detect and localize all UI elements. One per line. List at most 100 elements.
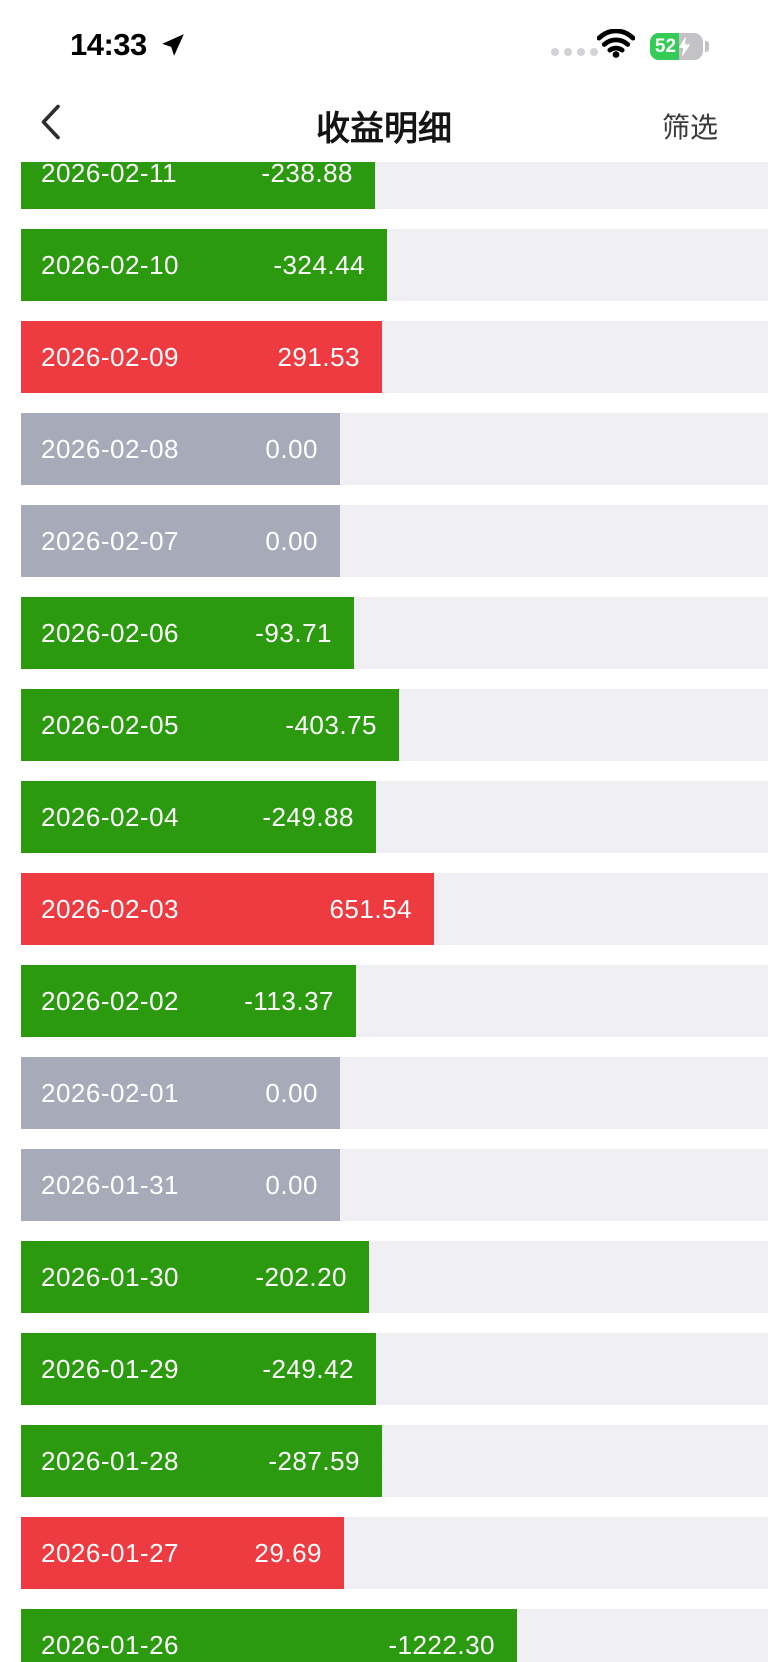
battery-icon: 52 <box>650 33 703 60</box>
bar-track: 2026-01-31 0.00 <box>21 1149 768 1221</box>
charging-bolt-icon <box>677 36 692 60</box>
row-date: 2026-02-10 <box>41 249 179 280</box>
row-date: 2026-02-04 <box>41 801 179 832</box>
page-title: 收益明细 <box>316 110 452 148</box>
wifi-icon <box>596 28 636 63</box>
row-value: -1222.30 <box>388 1629 495 1660</box>
bar-track: 2026-02-10 -324.44 <box>21 229 768 301</box>
row-date: 2026-02-06 <box>41 617 179 648</box>
row-value: 291.53 <box>277 341 360 372</box>
bar-track: 2026-02-02 -113.37 <box>21 965 768 1037</box>
row-date: 2026-01-28 <box>41 1445 179 1476</box>
profit-row[interactable]: 2026-02-03 651.54 <box>21 873 768 945</box>
battery-percent: 52 <box>654 36 677 57</box>
row-date: 2026-01-30 <box>41 1261 179 1292</box>
bar: 2026-01-31 0.00 <box>21 1149 340 1221</box>
profit-row[interactable]: 2026-01-27 29.69 <box>21 1517 768 1589</box>
profit-row[interactable]: 2026-02-10 -324.44 <box>21 229 768 301</box>
battery-fill <box>650 33 679 60</box>
row-value: 0.00 <box>265 433 318 464</box>
bar: 2026-02-05 -403.75 <box>21 689 399 761</box>
profit-row[interactable]: 2026-02-11 -238.88 <box>21 162 768 209</box>
profit-row[interactable]: 2026-02-05 -403.75 <box>21 689 768 761</box>
row-value: -249.88 <box>262 801 354 832</box>
row-value: 651.54 <box>329 893 412 924</box>
cellular-dots-icon <box>551 48 598 56</box>
row-value: -287.59 <box>268 1445 360 1476</box>
row-value: -202.20 <box>255 1261 347 1292</box>
profit-row[interactable]: 2026-02-06 -93.71 <box>21 597 768 669</box>
row-value: -324.44 <box>273 249 365 280</box>
bar: 2026-02-03 651.54 <box>21 873 434 945</box>
row-date: 2026-02-07 <box>41 525 179 556</box>
location-arrow-icon <box>160 32 186 63</box>
profit-row[interactable]: 2026-01-26 -1222.30 <box>21 1609 768 1662</box>
bar: 2026-01-27 29.69 <box>21 1517 344 1589</box>
row-date: 2026-01-26 <box>41 1629 179 1660</box>
profit-row[interactable]: 2026-01-30 -202.20 <box>21 1241 768 1313</box>
profit-row[interactable]: 2026-01-31 0.00 <box>21 1149 768 1221</box>
row-value: 0.00 <box>265 1077 318 1108</box>
status-time: 14:33 <box>70 27 147 62</box>
row-date: 2026-02-08 <box>41 433 179 464</box>
row-date: 2026-01-27 <box>41 1537 179 1568</box>
bar-track: 2026-01-29 -249.42 <box>21 1333 768 1405</box>
profit-row[interactable]: 2026-02-09 291.53 <box>21 321 768 393</box>
header: 14:33 52 收益明细 筛选 <box>0 0 768 162</box>
bar: 2026-02-11 -238.88 <box>21 162 375 209</box>
bar: 2026-02-06 -93.71 <box>21 597 354 669</box>
row-value: -93.71 <box>255 617 332 648</box>
bar-track: 2026-02-04 -249.88 <box>21 781 768 853</box>
profit-row[interactable]: 2026-02-02 -113.37 <box>21 965 768 1037</box>
profit-row[interactable]: 2026-01-28 -287.59 <box>21 1425 768 1497</box>
row-value: -113.37 <box>244 985 334 1016</box>
chevron-left-icon <box>41 104 60 140</box>
bar: 2026-01-29 -249.42 <box>21 1333 376 1405</box>
bar: 2026-02-09 291.53 <box>21 321 382 393</box>
profit-row[interactable]: 2026-01-29 -249.42 <box>21 1333 768 1405</box>
profit-row[interactable]: 2026-02-04 -249.88 <box>21 781 768 853</box>
row-value: -249.42 <box>262 1353 354 1384</box>
bar: 2026-02-10 -324.44 <box>21 229 387 301</box>
bar-track: 2026-02-03 651.54 <box>21 873 768 945</box>
bar-track: 2026-02-07 0.00 <box>21 505 768 577</box>
filter-button[interactable]: 筛选 <box>661 112 718 143</box>
bar-track: 2026-01-27 29.69 <box>21 1517 768 1589</box>
row-date: 2026-02-01 <box>41 1077 179 1108</box>
profit-row[interactable]: 2026-02-08 0.00 <box>21 413 768 485</box>
bar: 2026-02-01 0.00 <box>21 1057 340 1129</box>
battery-tip <box>705 41 709 52</box>
profit-row[interactable]: 2026-02-07 0.00 <box>21 505 768 577</box>
row-date: 2026-02-11 <box>41 162 178 188</box>
row-date: 2026-02-05 <box>41 709 179 740</box>
bar: 2026-02-08 0.00 <box>21 413 340 485</box>
row-date: 2026-01-31 <box>41 1169 179 1200</box>
bar: 2026-02-07 0.00 <box>21 505 340 577</box>
row-date: 2026-02-03 <box>41 893 179 924</box>
row-date: 2026-02-02 <box>41 985 179 1016</box>
bar-track: 2026-01-28 -287.59 <box>21 1425 768 1497</box>
row-value: -238.88 <box>261 162 353 188</box>
bar-track: 2026-02-01 0.00 <box>21 1057 768 1129</box>
bar: 2026-01-26 -1222.30 <box>21 1609 517 1662</box>
row-value: 29.69 <box>254 1537 322 1568</box>
row-value: 0.00 <box>265 525 318 556</box>
profit-list-inner: 2026-02-11 -238.88 2026-02-10 -324.44 20… <box>0 162 768 1662</box>
bar-track: 2026-02-09 291.53 <box>21 321 768 393</box>
profit-row[interactable]: 2026-02-01 0.00 <box>21 1057 768 1129</box>
bar: 2026-01-28 -287.59 <box>21 1425 382 1497</box>
back-button[interactable] <box>30 98 70 146</box>
row-value: -403.75 <box>285 709 377 740</box>
bar-track: 2026-02-06 -93.71 <box>21 597 768 669</box>
bar-track: 2026-01-26 -1222.30 <box>21 1609 768 1662</box>
bar: 2026-02-02 -113.37 <box>21 965 356 1037</box>
profit-list[interactable]: 2026-02-11 -238.88 2026-02-10 -324.44 20… <box>0 162 768 1662</box>
row-value: 0.00 <box>265 1169 318 1200</box>
bar-track: 2026-01-30 -202.20 <box>21 1241 768 1313</box>
bar-track: 2026-02-08 0.00 <box>21 413 768 485</box>
bar-track: 2026-02-05 -403.75 <box>21 689 768 761</box>
row-date: 2026-01-29 <box>41 1353 179 1384</box>
row-date: 2026-02-09 <box>41 341 179 372</box>
bar: 2026-02-04 -249.88 <box>21 781 376 853</box>
bar-track: 2026-02-11 -238.88 <box>21 162 768 209</box>
